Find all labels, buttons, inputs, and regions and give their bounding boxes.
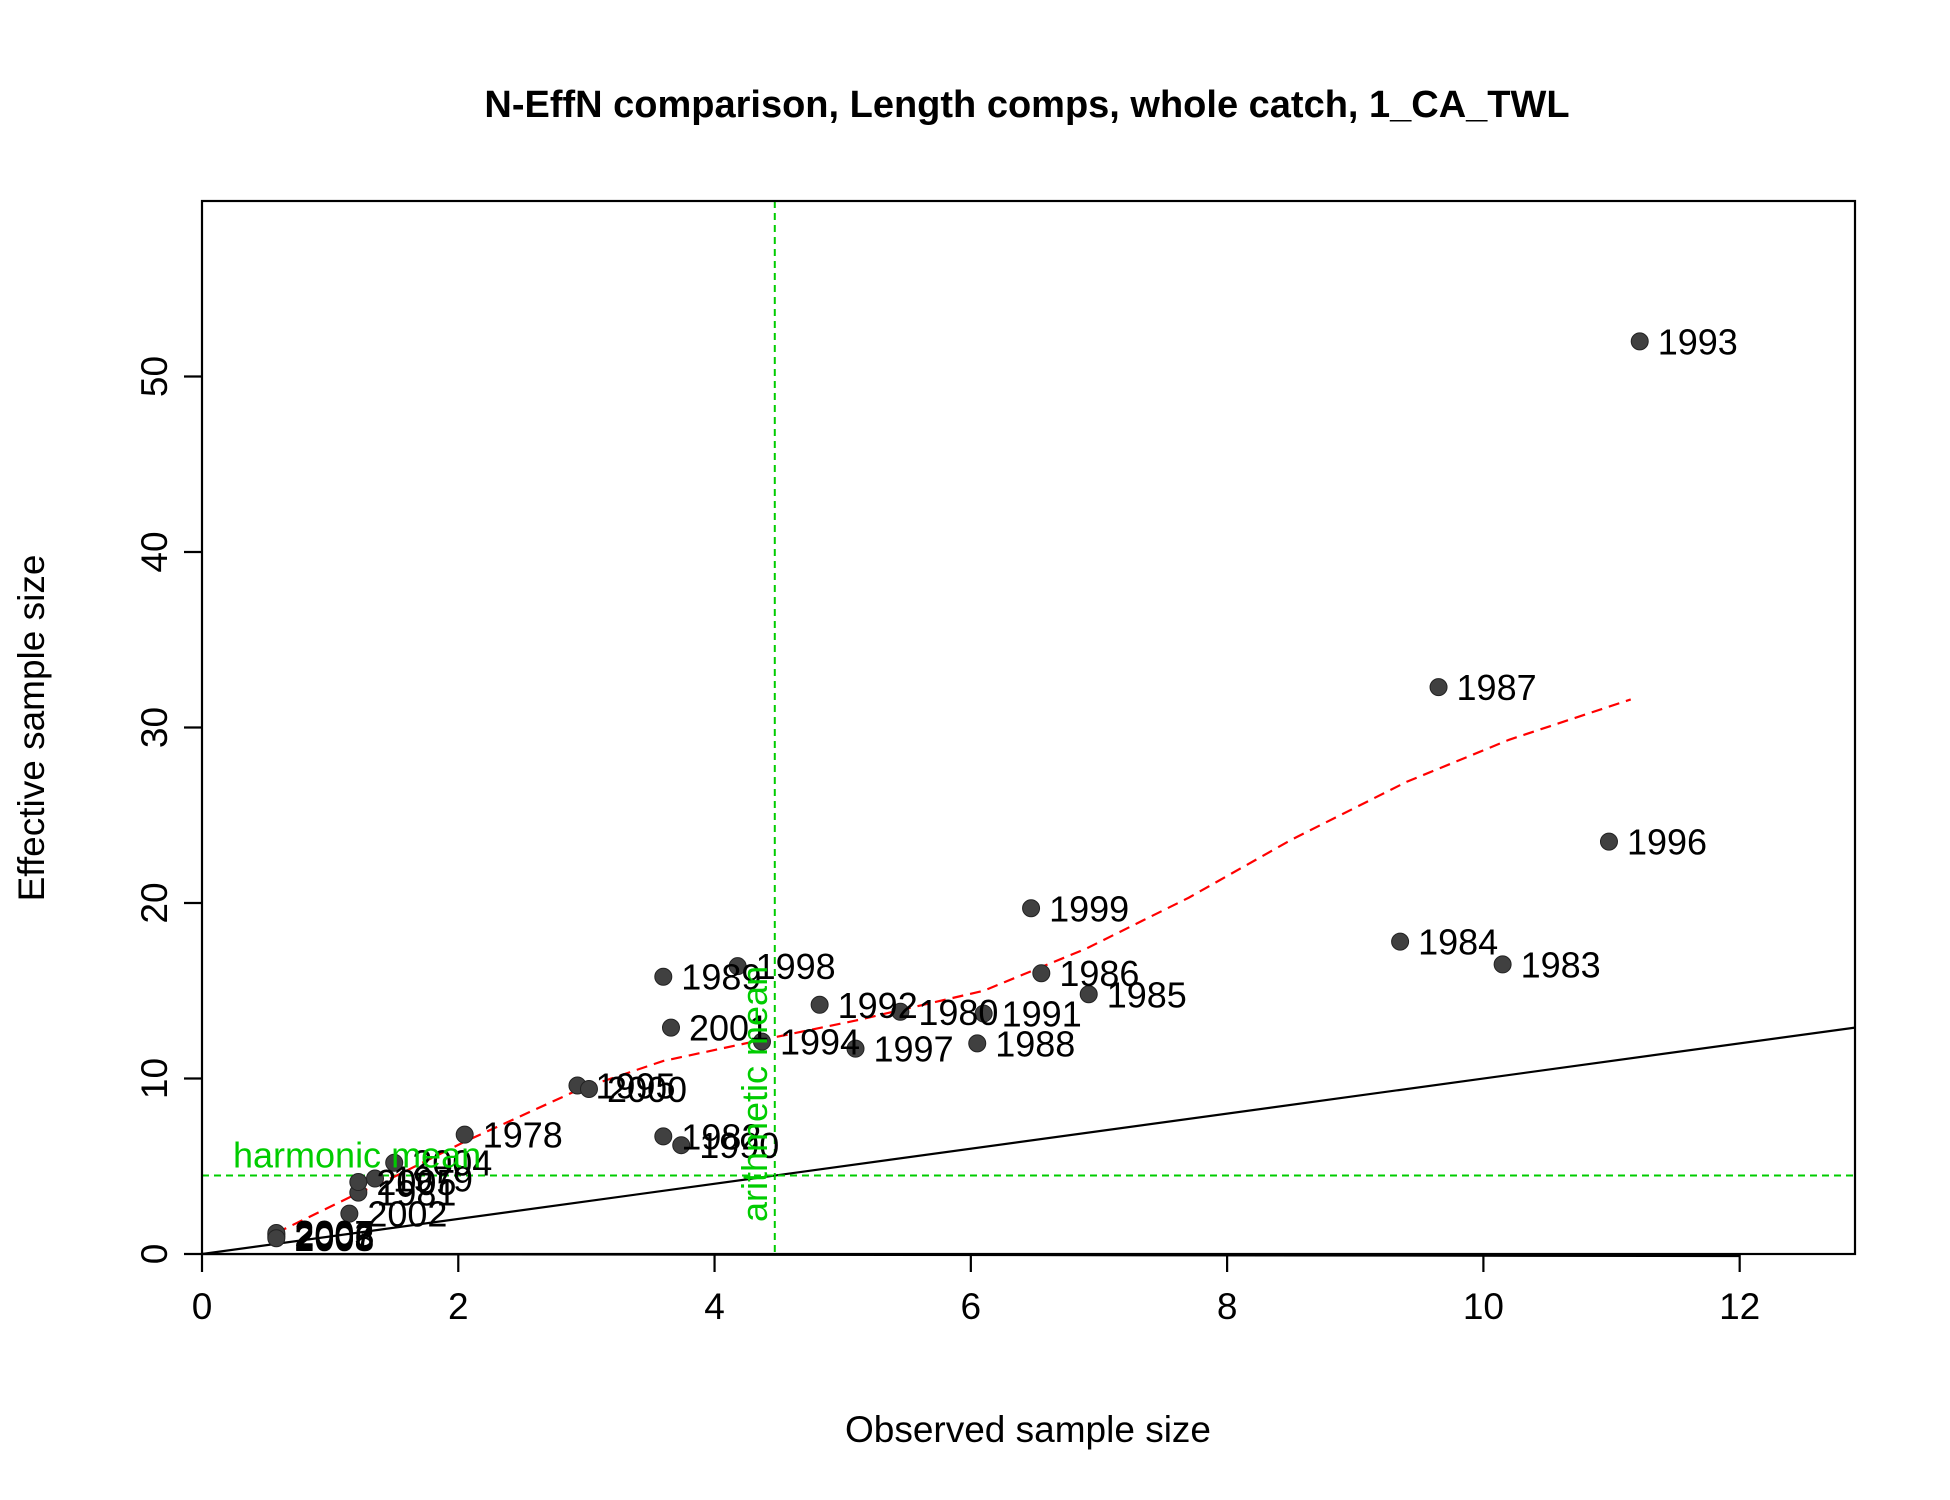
x-tick-label: 4 xyxy=(704,1286,725,1327)
point-label: 2002 xyxy=(367,1194,447,1235)
point-label: 1995 xyxy=(595,1066,675,1107)
arithmetic-mean-label: arithmetic mean xyxy=(734,966,775,1222)
chart-title: N-EffN comparison, Length comps, whole c… xyxy=(484,84,1569,126)
data-point xyxy=(1032,964,1051,983)
data-point xyxy=(340,1204,359,1223)
point-label: 1986 xyxy=(1059,953,1139,994)
data-point xyxy=(654,967,673,986)
data-point xyxy=(846,1039,865,1058)
point-label: 1983 xyxy=(1521,944,1601,985)
point-label: 2004 xyxy=(412,1143,492,1184)
point-label: 2006 xyxy=(294,1216,374,1257)
point-label: 1992 xyxy=(838,985,918,1026)
y-tick-label: 20 xyxy=(134,882,175,923)
point-label: 1999 xyxy=(1049,888,1129,929)
data-point xyxy=(1079,985,1098,1004)
plot-frame xyxy=(200,199,1857,1256)
point-label: 2003 xyxy=(294,1215,374,1256)
x-axis: 0 2 4 6 8 10 12 xyxy=(192,1252,1760,1327)
data-point xyxy=(654,1127,673,1146)
point-label: 2008 xyxy=(294,1218,374,1259)
point-label: 1985 xyxy=(1107,974,1187,1015)
data-point xyxy=(267,1229,286,1248)
data-point xyxy=(1391,932,1410,951)
x-tick-label: 12 xyxy=(1719,1286,1760,1327)
point-label: 1987 xyxy=(1457,667,1537,708)
identity-line xyxy=(202,1026,1855,1254)
point-label: 1988 xyxy=(995,1023,1075,1064)
data-point xyxy=(455,1125,474,1144)
data-point xyxy=(752,1032,771,1051)
point-label: 2000 xyxy=(607,1069,687,1110)
x-tick-label: 8 xyxy=(1217,1286,1238,1327)
point-label: 1981 xyxy=(376,1173,456,1214)
point-label: 1996 xyxy=(1627,822,1707,863)
data-point xyxy=(1493,955,1512,974)
data-point xyxy=(1022,899,1041,918)
point-label: 2007 xyxy=(294,1213,374,1254)
data-point xyxy=(579,1080,598,1099)
point-label: 1994 xyxy=(780,1022,860,1063)
x-tick-label: 10 xyxy=(1463,1286,1504,1327)
x-tick-label: 6 xyxy=(961,1286,982,1327)
y-axis-label: Effective sample size xyxy=(11,555,52,902)
point-label: 1993 xyxy=(1658,321,1738,362)
x-axis-label: Observed sample size xyxy=(845,1409,1211,1450)
point-label: 1997 xyxy=(874,1029,954,1070)
point-label: 1979 xyxy=(393,1159,473,1200)
data-point xyxy=(661,1018,680,1037)
point-label: 1980 xyxy=(918,992,998,1033)
x-tick-label: 2 xyxy=(448,1286,469,1327)
y-tick-label: 50 xyxy=(134,356,175,397)
data-point xyxy=(728,957,747,976)
data-point xyxy=(1599,832,1618,851)
point-label: 1998 xyxy=(756,946,836,987)
point-label: 1984 xyxy=(1418,922,1498,963)
data-point xyxy=(810,995,829,1014)
data-point xyxy=(385,1153,404,1172)
point-label: 1990 xyxy=(699,1125,779,1166)
data-point xyxy=(1429,678,1448,697)
harmonic-mean-label: harmonic mean xyxy=(233,1135,481,1176)
data-point xyxy=(891,1002,910,1021)
loess-smoother-line xyxy=(275,698,1632,1234)
data-point xyxy=(672,1136,691,1155)
data-point xyxy=(974,1004,993,1023)
point-label: 1978 xyxy=(483,1115,563,1156)
data-point xyxy=(968,1034,987,1053)
point-label: 1982 xyxy=(681,1116,761,1157)
point-label: 2005 xyxy=(376,1162,456,1203)
point-label: 1991 xyxy=(1002,994,1082,1035)
data-point xyxy=(1630,332,1649,351)
data-point xyxy=(349,1173,368,1192)
y-tick-label: 40 xyxy=(134,531,175,572)
y-axis: 0 10 20 30 40 50 xyxy=(134,356,202,1264)
point-label: 1989 xyxy=(681,957,761,998)
y-tick-label: 10 xyxy=(134,1058,175,1099)
y-tick-label: 30 xyxy=(134,707,175,748)
y-tick-label: 0 xyxy=(134,1244,175,1265)
point-label: 2001 xyxy=(689,1008,769,1049)
x-tick-label: 0 xyxy=(192,1286,213,1327)
